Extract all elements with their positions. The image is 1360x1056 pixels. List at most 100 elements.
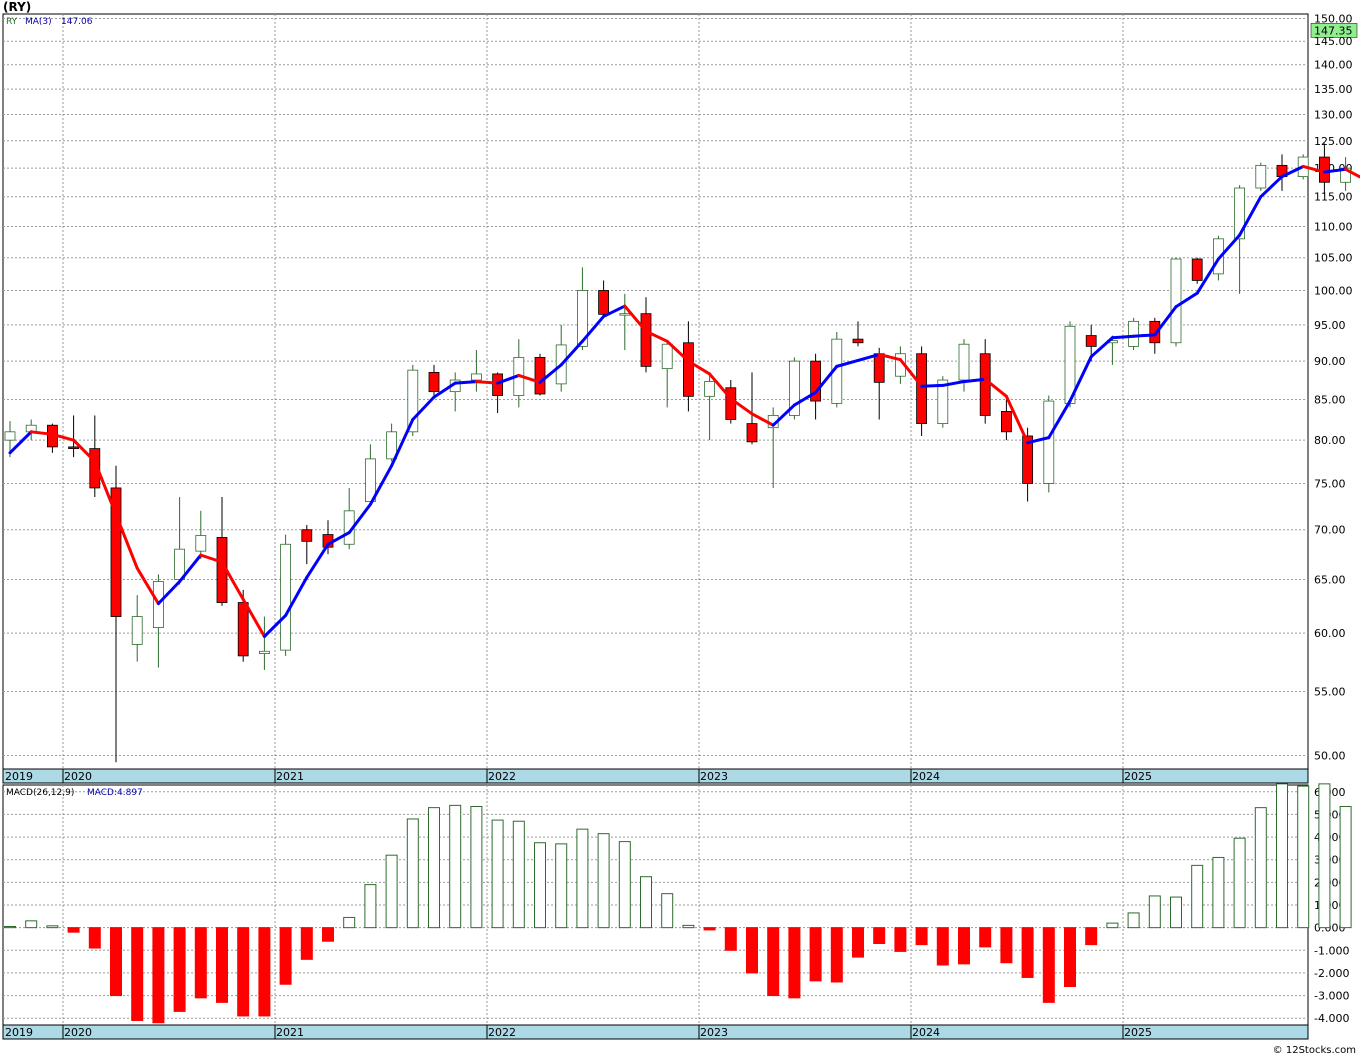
candle-body bbox=[1085, 335, 1097, 347]
year-label: 2024 bbox=[912, 770, 940, 783]
candle bbox=[619, 293, 631, 351]
ma-segment bbox=[729, 397, 754, 416]
ma-segment bbox=[665, 339, 690, 363]
candle-body bbox=[258, 650, 270, 654]
ma-segment bbox=[771, 403, 796, 427]
candle bbox=[704, 372, 715, 441]
price-tick-label: 55.00 bbox=[1314, 686, 1346, 699]
candle bbox=[852, 321, 864, 347]
candle-body bbox=[131, 616, 143, 645]
candle bbox=[1255, 162, 1267, 191]
macd-bar bbox=[1212, 856, 1225, 929]
candle-body bbox=[916, 353, 927, 424]
price-tick-label: 145.00 bbox=[1314, 35, 1353, 48]
ma-segment bbox=[368, 464, 394, 506]
candle-body bbox=[852, 338, 864, 344]
price-tick-label: 90.00 bbox=[1314, 355, 1346, 368]
macd-bar bbox=[1042, 927, 1055, 1003]
ma-segment bbox=[1132, 333, 1157, 338]
candle-body bbox=[534, 357, 546, 395]
year-label: 2020 bbox=[64, 770, 92, 783]
candle bbox=[280, 534, 292, 656]
candle-body bbox=[640, 313, 652, 367]
candle bbox=[1128, 317, 1139, 351]
year-label: 2022 bbox=[488, 770, 516, 783]
macd-bar bbox=[46, 925, 59, 929]
macd-bar bbox=[25, 920, 38, 929]
macd-bar bbox=[830, 927, 843, 983]
macd-bar bbox=[279, 927, 292, 985]
candle bbox=[1191, 257, 1203, 284]
ma-segment bbox=[1047, 399, 1072, 440]
ma-segment bbox=[1026, 436, 1051, 445]
macd-bar bbox=[194, 927, 207, 999]
macd-bar bbox=[512, 820, 525, 929]
candle bbox=[1043, 395, 1055, 493]
ma-segment bbox=[1195, 257, 1220, 295]
price-tick-label: 85.00 bbox=[1314, 393, 1346, 406]
macd-bar bbox=[618, 841, 631, 929]
ma-segment bbox=[1259, 175, 1284, 199]
candle bbox=[1319, 143, 1330, 194]
candle-body bbox=[1149, 320, 1161, 344]
ma-segment bbox=[517, 373, 542, 384]
macd-bar bbox=[767, 927, 780, 997]
price-tick-label: 125.00 bbox=[1314, 135, 1353, 148]
ma-segment bbox=[1238, 195, 1263, 237]
candle-body bbox=[492, 373, 504, 396]
ma-segment bbox=[644, 329, 669, 343]
ma-segment bbox=[623, 304, 648, 333]
macd-legend-label: MACD(26,12,9) bbox=[6, 788, 74, 798]
ma-segment bbox=[1301, 164, 1326, 174]
candle-body bbox=[979, 353, 991, 416]
candle-body bbox=[1001, 411, 1012, 433]
ma-segment bbox=[326, 531, 351, 546]
macd-bar bbox=[661, 893, 674, 929]
candle bbox=[131, 595, 143, 662]
ma-segment bbox=[580, 314, 606, 343]
candle-body bbox=[1043, 400, 1055, 484]
ma-segment bbox=[453, 380, 478, 385]
macd-bar bbox=[788, 927, 801, 999]
candle-body bbox=[1213, 238, 1224, 275]
candle bbox=[661, 342, 673, 408]
macd-bar bbox=[237, 927, 250, 1017]
price-tick-label: 110.00 bbox=[1314, 221, 1353, 234]
price-x-axis-band bbox=[2, 768, 1309, 784]
ma-segment bbox=[1344, 167, 1360, 179]
candle bbox=[89, 415, 101, 497]
ma-segment bbox=[474, 380, 500, 385]
candle bbox=[1234, 185, 1245, 294]
price-tick-label: 75.00 bbox=[1314, 477, 1346, 490]
candle-body bbox=[1255, 164, 1267, 189]
ma-segment bbox=[962, 377, 987, 384]
price-tick-label: 80.00 bbox=[1314, 434, 1346, 447]
macd-bar bbox=[300, 927, 313, 960]
macd-bar bbox=[534, 842, 546, 929]
candle-body bbox=[619, 313, 631, 316]
candle bbox=[1170, 257, 1182, 347]
ma-segment bbox=[220, 560, 245, 601]
candle-body bbox=[810, 360, 821, 402]
macd-bar bbox=[131, 927, 144, 1021]
last-price-label: 147.35 bbox=[1314, 24, 1353, 37]
macd-bar bbox=[1085, 927, 1098, 946]
candle-body bbox=[68, 446, 79, 449]
macd-bar bbox=[873, 927, 886, 944]
candle bbox=[577, 267, 588, 351]
ma-segment bbox=[305, 542, 330, 579]
ma-segment bbox=[686, 359, 712, 376]
macd-bar bbox=[173, 927, 186, 1012]
candle bbox=[1001, 399, 1012, 441]
macd-bar bbox=[1339, 806, 1352, 929]
macd-bar bbox=[470, 806, 483, 929]
credit-text: © 12Stocks.com bbox=[1272, 1045, 1356, 1056]
macd-bar bbox=[88, 927, 101, 949]
price-tick-label: 65.00 bbox=[1314, 573, 1346, 586]
ma-segment bbox=[432, 381, 457, 399]
ma-segment bbox=[135, 566, 160, 606]
ma-segment bbox=[199, 553, 224, 564]
price-tick-label: 50.00 bbox=[1314, 749, 1346, 762]
ma-segment bbox=[898, 358, 924, 388]
